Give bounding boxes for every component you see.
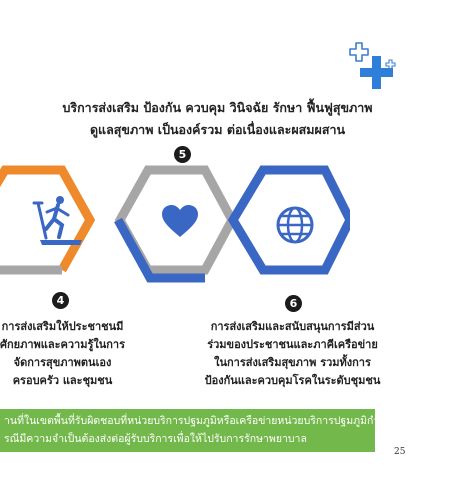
number-badge-6: 6 (285, 295, 302, 312)
decorative-plus-icon (349, 42, 396, 89)
treadmill-runner-icon (32, 196, 82, 245)
page-number: 25 (394, 447, 406, 457)
caption-item-4: การส่งเสริมให้ประชาชนมี ศักยภาพและความรู… (0, 320, 126, 387)
blue-hexagon (227, 165, 350, 275)
heading-line-2: ดูแลสุขภาพ เป็นองค์รวม ต่อเนื่องและผสมผส… (89, 122, 346, 137)
caption-item-6: การส่งเสริมและสนับสนุนการมีส่วน ร่วมของป… (204, 320, 381, 387)
banner-line-2: รณีมีความจำเป็นต้องส่งต่อผู้รับบริการเพื… (4, 433, 307, 445)
globe-icon (276, 206, 314, 244)
number-badge-4: 4 (52, 292, 69, 309)
number-badge-5: 5 (174, 146, 191, 163)
orange-hexagon (0, 165, 96, 273)
green-banner: านที่ในเขตพื้นที่รับผิดชอบที่หน่วยบริการ… (0, 409, 375, 452)
heading-line-1: บริการส่งเสริม ป้องกัน ควบคุม วินิจฉัย ร… (62, 100, 373, 115)
hexagon-chain-diagram (0, 165, 350, 283)
blue-connector (114, 217, 205, 283)
heart-icon (162, 205, 198, 237)
banner-line-1: านที่ในเขตพื้นที่รับผิดชอบที่หน่วยบริการ… (4, 415, 375, 427)
